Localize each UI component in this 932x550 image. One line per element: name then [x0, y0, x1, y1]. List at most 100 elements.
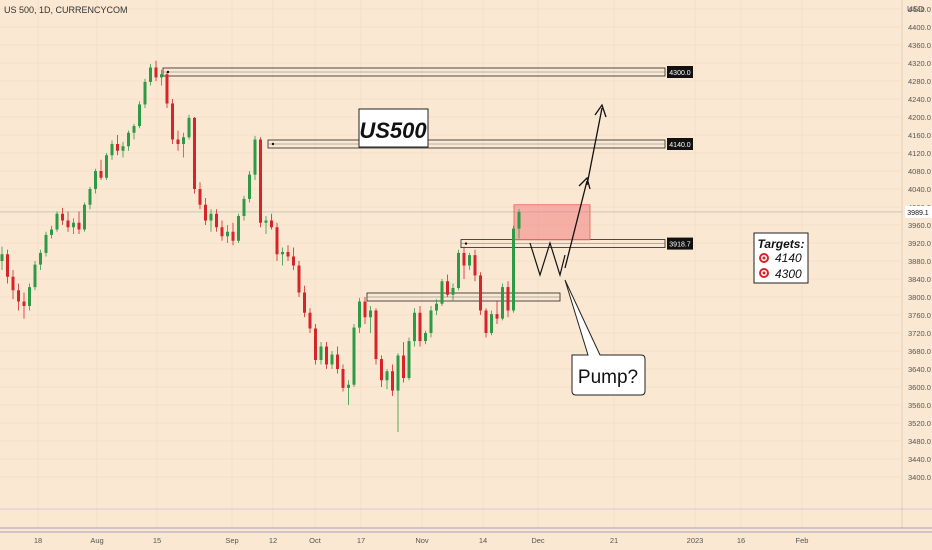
- candle: [176, 130, 180, 151]
- current-price-value: 3989.1: [907, 210, 929, 217]
- candle-body: [385, 371, 389, 381]
- candle: [380, 355, 383, 387]
- candle-body: [110, 144, 114, 156]
- candle-body: [457, 252, 460, 288]
- candle: [17, 283, 20, 311]
- candle-body: [517, 211, 521, 229]
- candle: [182, 132, 185, 158]
- candle-body: [121, 146, 125, 151]
- level-zones: 4300.0 4140.0 3918.7: [162, 66, 693, 302]
- candle: [435, 299, 438, 315]
- candle: [215, 209, 218, 232]
- candle-body: [308, 312, 312, 329]
- price-axis[interactable]: 3400.0 3440.0 3480.0 3520.0 3560.0 3600.0 3640…: [901, 0, 932, 528]
- candle-body: [83, 204, 86, 230]
- candle: [314, 324, 317, 365]
- level-price-tag-bg: [667, 138, 693, 150]
- candle: [490, 310, 493, 336]
- highlight-zone: [513, 204, 591, 241]
- candle: [66, 211, 70, 232]
- candle-body: [253, 139, 257, 175]
- candle-body: [336, 354, 339, 369]
- candle: [336, 346, 339, 374]
- candle-body: [319, 346, 323, 360]
- candle: [512, 225, 515, 313]
- y-tick-label: 4440.0: [908, 5, 931, 14]
- candle-body: [363, 301, 367, 318]
- x-tick-label: 18: [34, 536, 42, 545]
- y-tick-label: 4200.0: [908, 113, 931, 122]
- candle: [374, 308, 378, 365]
- candle-body: [182, 137, 185, 144]
- candle: [154, 60, 158, 81]
- time-axis[interactable]: 18 Aug 15 Sep 12 Oct 17 Nov 14 Dec 21 2023 16 Feb: [0, 508, 932, 545]
- candle: [39, 249, 42, 270]
- x-tick-label: Dec: [531, 536, 545, 545]
- candle: [440, 279, 444, 306]
- level-price-tag-bg: [667, 66, 693, 78]
- candle: [369, 306, 372, 333]
- y-tick-label: 3680.0: [908, 347, 931, 356]
- candle-body: [105, 155, 108, 178]
- candle: [402, 342, 405, 383]
- candle: [55, 211, 59, 232]
- candle: [242, 195, 246, 221]
- candle: [6, 249, 9, 284]
- y-tick-label: 4160.0: [908, 131, 931, 140]
- candle-body: [171, 103, 174, 140]
- y-tick-label: 3840.0: [908, 275, 931, 284]
- candle: [121, 141, 125, 158]
- candle: [220, 220, 224, 241]
- candle: [391, 364, 394, 396]
- candle-body: [28, 287, 31, 306]
- candle-body: [176, 139, 180, 144]
- candle: [138, 101, 141, 129]
- candle: [204, 198, 207, 225]
- x-tick-label: Nov: [415, 536, 429, 545]
- candle: [94, 168, 97, 194]
- candle: [187, 114, 191, 140]
- candle-body: [61, 213, 64, 221]
- candle: [358, 297, 361, 333]
- y-tick-label: 3920.0: [908, 239, 931, 248]
- candle-body: [226, 231, 229, 237]
- arrow-to-4140: [564, 180, 588, 269]
- candle-body: [429, 310, 433, 333]
- chart-title: US500: [359, 118, 427, 143]
- x-tick-label: Sep: [225, 536, 238, 545]
- y-tick-label: 3560.0: [908, 401, 931, 410]
- candle-body: [204, 204, 207, 221]
- y-tick-label: 3600.0: [908, 383, 931, 392]
- candle: [88, 186, 92, 210]
- candle-body: [297, 265, 301, 293]
- candle: [418, 306, 422, 347]
- candle: [110, 140, 114, 160]
- candle-body: [44, 234, 48, 253]
- y-tick-label: 3640.0: [908, 365, 931, 374]
- candle: [33, 261, 37, 291]
- candle-body: [88, 189, 92, 205]
- arrow-to-4300: [586, 107, 603, 186]
- targets-box: Targets: 4140 4300: [753, 232, 809, 284]
- candle-body: [490, 314, 493, 333]
- candle: [116, 135, 119, 156]
- candle: [149, 63, 152, 86]
- candle: [446, 274, 449, 297]
- candle: [77, 211, 81, 234]
- candle: [451, 283, 455, 302]
- candle-body: [193, 117, 196, 189]
- zigzag-path: [529, 240, 566, 278]
- level-price-value: 4140.0: [669, 142, 691, 149]
- candle-body: [165, 74, 169, 104]
- candle: [105, 153, 108, 180]
- y-tick-label: 3800.0: [908, 293, 931, 302]
- candle: [517, 209, 521, 239]
- y-tick-label: 3400.0: [908, 473, 931, 482]
- level-price-tag-bg: [667, 237, 693, 250]
- candle: [506, 281, 510, 318]
- candle: [11, 270, 15, 300]
- candle-body: [138, 104, 141, 126]
- candle-body: [418, 312, 422, 342]
- candle-body: [187, 117, 191, 138]
